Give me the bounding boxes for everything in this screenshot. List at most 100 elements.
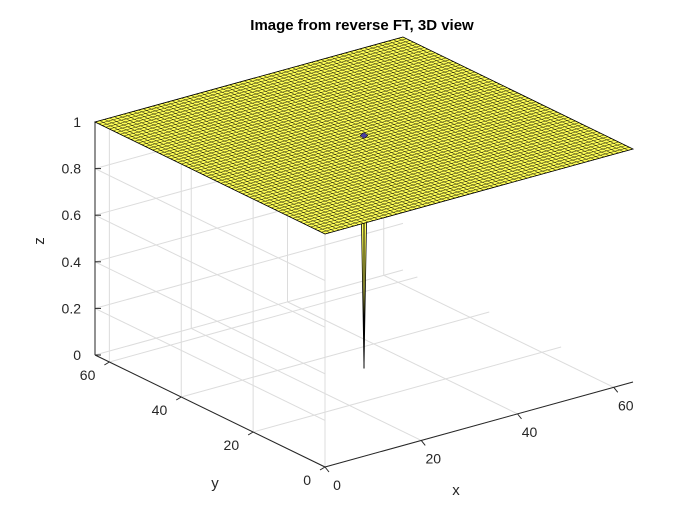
surface-mesh-line — [188, 82, 497, 168]
surface-mesh-line — [195, 85, 504, 172]
surface-mesh-line — [217, 96, 526, 182]
surface-mesh-line — [163, 70, 472, 156]
surface-mesh-line — [238, 106, 547, 193]
x-tick-mark — [324, 466, 330, 473]
surface-mesh-line — [116, 47, 425, 133]
y-tick-label: 60 — [80, 367, 96, 383]
surface-mesh-line — [317, 145, 626, 231]
surface-mesh-line — [278, 126, 587, 212]
y-tick-mark — [104, 361, 110, 366]
y-axis-label: y — [211, 475, 219, 492]
surface-mesh-line — [134, 56, 443, 142]
surface-mesh-line — [159, 68, 468, 154]
surface-mesh-line — [120, 49, 429, 135]
surface-mesh-line — [274, 124, 583, 210]
surface-mesh-line — [281, 127, 590, 214]
surface-mesh-line — [242, 108, 551, 194]
surface-mesh-line — [166, 71, 475, 158]
wall-grid-line — [94, 168, 326, 282]
surface-mesh-line — [306, 140, 616, 226]
surface-mesh-line — [141, 59, 450, 145]
surface-mesh-line — [152, 64, 461, 151]
surface-mesh-line — [174, 75, 483, 161]
surface-mesh-line — [191, 84, 501, 170]
surface-mesh-line — [296, 134, 605, 221]
y-tick-label: 40 — [152, 402, 168, 418]
surface-mesh-line — [249, 112, 558, 198]
wall-grid-line — [94, 261, 326, 375]
surface-mesh-line — [202, 89, 511, 175]
floor-grid-line — [287, 301, 518, 415]
surface-mesh-line — [105, 42, 414, 128]
surface-mesh-line — [145, 61, 454, 147]
surface-mesh-line — [170, 73, 479, 159]
x-axis-label: x — [452, 482, 460, 499]
x-axis-line — [324, 381, 634, 468]
x-tick-label: 0 — [333, 477, 341, 493]
surface-mesh-line — [181, 78, 490, 165]
x-tick-label: 20 — [425, 450, 441, 466]
surface-mesh-line — [245, 110, 554, 196]
surface-mesh-line — [94, 36, 404, 123]
z-tick-label: 0.2 — [62, 300, 82, 316]
axis-lines — [94, 121, 634, 473]
surface-mesh-line — [224, 99, 533, 186]
surface-mesh-line — [256, 115, 565, 201]
surface-mesh-line — [310, 141, 619, 228]
surface-mesh-line — [199, 87, 508, 173]
y-axis-line — [94, 354, 326, 468]
z-tick-label: 0.4 — [62, 254, 82, 270]
surface-mesh-line — [292, 133, 601, 219]
floor-grid-line — [109, 276, 418, 363]
x-tick-mark — [420, 440, 426, 446]
z-tick-label: 0.6 — [62, 207, 82, 223]
surface-mesh-line — [289, 131, 598, 217]
surface-mesh-line — [220, 98, 529, 184]
surface-mesh-line — [130, 54, 439, 140]
x-tick-label: 40 — [522, 424, 538, 440]
y-tick-mark — [175, 396, 182, 401]
z-axis-label: z — [31, 237, 48, 245]
surface-mesh-line — [98, 38, 407, 124]
surface-mesh-line — [324, 148, 634, 235]
surface-mesh-line — [102, 40, 411, 126]
surface-mesh-line — [156, 66, 465, 152]
x-tick-label: 60 — [618, 397, 634, 413]
surface-mesh-line — [177, 77, 486, 163]
surface-mesh — [93, 36, 635, 235]
surface-mesh-line — [231, 103, 540, 189]
y-tick-mark — [247, 431, 254, 436]
surface-mesh-line — [184, 80, 493, 166]
wall-grid-line — [94, 214, 326, 328]
y-tick-label: 20 — [224, 437, 240, 453]
floor-grid-line — [383, 274, 614, 388]
x-tick-mark — [517, 413, 522, 420]
wall-grid-line — [94, 222, 404, 309]
surface-mesh-line — [235, 105, 544, 191]
surface-mesh-line — [138, 57, 447, 144]
y-tick-mark — [319, 466, 326, 471]
dip-marker — [359, 132, 369, 139]
surface-mesh-line — [127, 52, 436, 138]
floor-grid-line — [191, 327, 422, 441]
surface-mesh-line — [206, 91, 515, 177]
surface-mesh-line — [299, 136, 608, 222]
surface-mesh-line — [123, 50, 432, 137]
y-tick-label: 0 — [303, 472, 311, 488]
surface-mesh-line — [112, 45, 422, 131]
surface-mesh-line — [271, 122, 580, 208]
z-tick-label: 0.8 — [62, 161, 82, 177]
surface-mesh-line — [263, 119, 572, 205]
tick-labels: 0 20 40 60 0 20 40 60 0 0.2 0.4 0.6 0.8 1 — [62, 114, 634, 493]
surface-mesh-line — [260, 117, 569, 203]
x-tick-mark — [613, 387, 619, 393]
wall-grid-line — [94, 269, 404, 356]
floor-grid-line — [181, 311, 490, 398]
surface-mesh-line — [109, 43, 418, 130]
z-tick-label: 0 — [73, 347, 81, 363]
z-tick-label: 1 — [73, 114, 81, 130]
floor-grid-line — [252, 346, 562, 433]
surface-mesh-line — [148, 63, 457, 149]
chart-title: Image from reverse FT, 3D view — [250, 17, 474, 34]
